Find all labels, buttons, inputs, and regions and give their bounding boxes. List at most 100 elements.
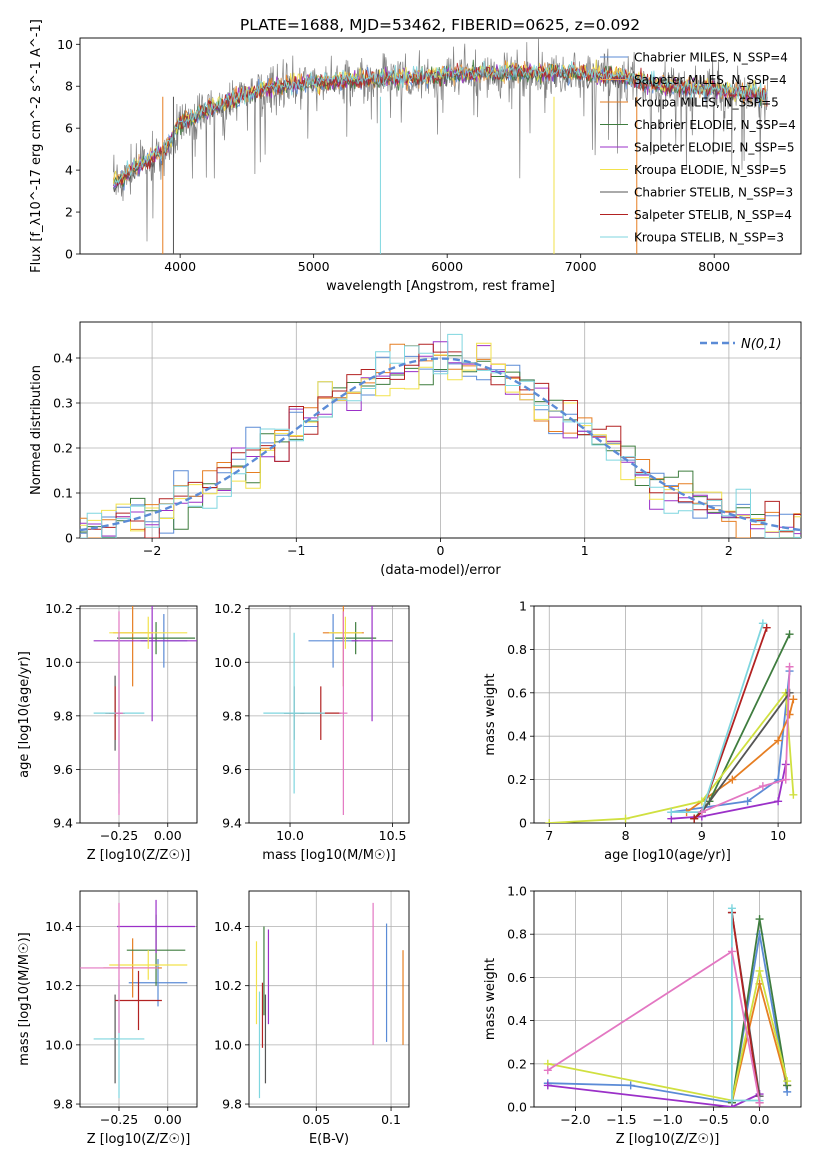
- y-tick-label: 9.8: [222, 1097, 242, 1112]
- series-marker: [621, 814, 630, 823]
- histogram-step-line: [80, 355, 801, 538]
- y-axis-label: Flux [f_λ10^-17 erg cm^-2 s^-1 A^-1]: [29, 19, 44, 273]
- mass-vs-z-frame: [79, 890, 198, 1108]
- y-tick-label: 10.0: [45, 655, 73, 670]
- y-axis-label: mass [log10(M/M☉)]: [17, 932, 32, 1065]
- series-marker: [667, 808, 676, 817]
- mass-weight-vs-z-series: [543, 904, 792, 1107]
- series-marker: [743, 797, 752, 806]
- x-tick-label: 0.00: [154, 828, 182, 843]
- histogram-steps: [80, 333, 801, 538]
- y-tick-label: 10.2: [214, 978, 242, 993]
- x-tick-label: 4000: [164, 259, 196, 274]
- spectrum-legend: Chabrier MILES, N_SSP=4 Salpeter MILES, N…: [600, 51, 796, 245]
- series-marker: [727, 1096, 736, 1105]
- series-line: [671, 764, 787, 820]
- y-tick-label: 9.8: [53, 1097, 73, 1112]
- x-tick-label: 0: [437, 543, 445, 558]
- x-tick-label: −0.25: [100, 1112, 138, 1127]
- x-tick-label: 8: [622, 828, 630, 843]
- mass-weight-vs-age-panel: 7 8 9 10 0 0.2 0.4 0.6 0.8 1 age [log10(age/yr)] ma…: [483, 599, 802, 863]
- y-tick-label: 9.8: [53, 708, 73, 723]
- legend-label: Kroupa STELIB, N_SSP=3: [634, 231, 784, 245]
- model-spectrum-line: [112, 59, 768, 184]
- y-tick-label: 10.0: [214, 655, 242, 670]
- mass-vs-ebv-frame: [248, 890, 410, 1108]
- y-tick-label: 1: [519, 599, 527, 614]
- x-tick-label: −0.25: [100, 828, 138, 843]
- x-axis-label: Z [log10(Z/Z☉)]: [87, 1132, 191, 1147]
- y-tick-label: 9.6: [53, 762, 73, 777]
- y-tick-label: 10.2: [214, 601, 242, 616]
- y-tick-label: 0.8: [507, 927, 527, 942]
- y-tick-label: 0.6: [507, 685, 527, 700]
- x-tick-label: −2: [143, 543, 161, 558]
- y-tick-label: 0: [519, 816, 527, 831]
- legend-label: Kroupa ELODIE, N_SSP=5: [634, 163, 787, 177]
- series-line: [547, 1084, 760, 1107]
- age-vs-mass-points: [263, 606, 393, 815]
- series-marker: [758, 782, 767, 791]
- x-tick-label: 1: [581, 543, 589, 558]
- series-line: [547, 950, 761, 1103]
- y-tick-label: 9.6: [222, 762, 242, 777]
- spectrum-panel: 4000 5000 6000 7000 8000 0 2 4 6 8 10 wavelength [A…: [29, 19, 802, 294]
- series-marker: [781, 775, 790, 784]
- mass-weight-vs-age-series: [545, 619, 798, 823]
- series-line: [547, 970, 789, 1102]
- x-tick-label: 2: [725, 543, 733, 558]
- x-tick-label: −0.5: [698, 1112, 728, 1127]
- series-marker: [545, 819, 554, 823]
- series-marker: [755, 915, 764, 924]
- spectrum-frame: [79, 37, 802, 255]
- x-tick-label: 10.0: [276, 828, 304, 843]
- model-spectrum-line: [113, 60, 768, 187]
- x-tick-label: 10.5: [379, 828, 407, 843]
- legend-label: Kroupa MILES, N_SSP=5: [634, 96, 779, 110]
- series-marker: [697, 808, 706, 817]
- x-axis-label: (data-model)/error: [380, 563, 501, 578]
- series-marker: [789, 790, 798, 799]
- y-tick-label: 10.2: [45, 601, 73, 616]
- residuals-panel: −2 −1 0 1 2 0 0.1 0.2 0.3 0.4 (data-model)/error No…: [29, 321, 802, 578]
- mass-weight-vs-z-panel: −2.0 −1.5 −1.0 −0.5 0.0 0.0 0.2 0.4 0.6 0.8 1.0 Z […: [483, 884, 802, 1147]
- y-tick-label: 10.4: [45, 919, 73, 934]
- legend-label: Salpeter ELODIE, N_SSP=5: [634, 141, 795, 155]
- y-tick-label: 0.4: [53, 351, 73, 366]
- x-axis-label: age [log10(age/yr)]: [604, 848, 731, 863]
- series-line: [731, 912, 761, 1103]
- histogram-step-line: [80, 333, 801, 538]
- y-tick-label: 0.3: [53, 396, 73, 411]
- series-marker: [762, 623, 771, 632]
- x-axis-label: Z [log10(Z/Z☉)]: [87, 848, 191, 863]
- series-marker: [626, 1081, 635, 1090]
- y-tick-label: 10.4: [214, 919, 242, 934]
- x-tick-label: 0.1: [381, 1112, 401, 1127]
- mass-vs-ebv-points: [255, 902, 404, 1099]
- age-vs-z-frame: [79, 605, 198, 824]
- x-axis-label: Z [log10(Z/Z☉)]: [616, 1132, 720, 1147]
- x-tick-label: 0.05: [302, 1112, 330, 1127]
- series-marker: [774, 797, 783, 806]
- x-tick-label: 7000: [565, 259, 597, 274]
- x-tick-label: 0.0: [750, 1112, 770, 1127]
- legend-label: Salpeter MILES, N_SSP=4: [634, 73, 787, 87]
- y-tick-label: 10.2: [45, 978, 73, 993]
- y-tick-label: 10.0: [214, 1037, 242, 1052]
- x-axis-label: E(B-V): [309, 1132, 349, 1147]
- y-tick-label: 9.4: [222, 816, 242, 831]
- series-line: [671, 671, 791, 813]
- series-marker: [728, 775, 737, 784]
- x-tick-label: 0.00: [154, 1112, 182, 1127]
- x-tick-label: 6000: [431, 259, 463, 274]
- legend-label: N(0,1): [741, 337, 782, 352]
- age-vs-z-panel: −0.25 0.00 9.4 9.6 9.8 10.0 10.2 Z [log10(Z/Z☉)…: [17, 601, 198, 863]
- series-marker: [755, 966, 764, 975]
- y-tick-label: 6: [65, 121, 73, 136]
- y-tick-label: 10: [57, 37, 73, 52]
- x-axis-label: wavelength [Angstrom, rest frame]: [326, 279, 555, 294]
- y-tick-label: 0.0: [507, 1100, 527, 1115]
- spectrum-lines: [112, 38, 768, 254]
- y-tick-label: 0.2: [53, 441, 73, 456]
- series-marker: [543, 1066, 552, 1075]
